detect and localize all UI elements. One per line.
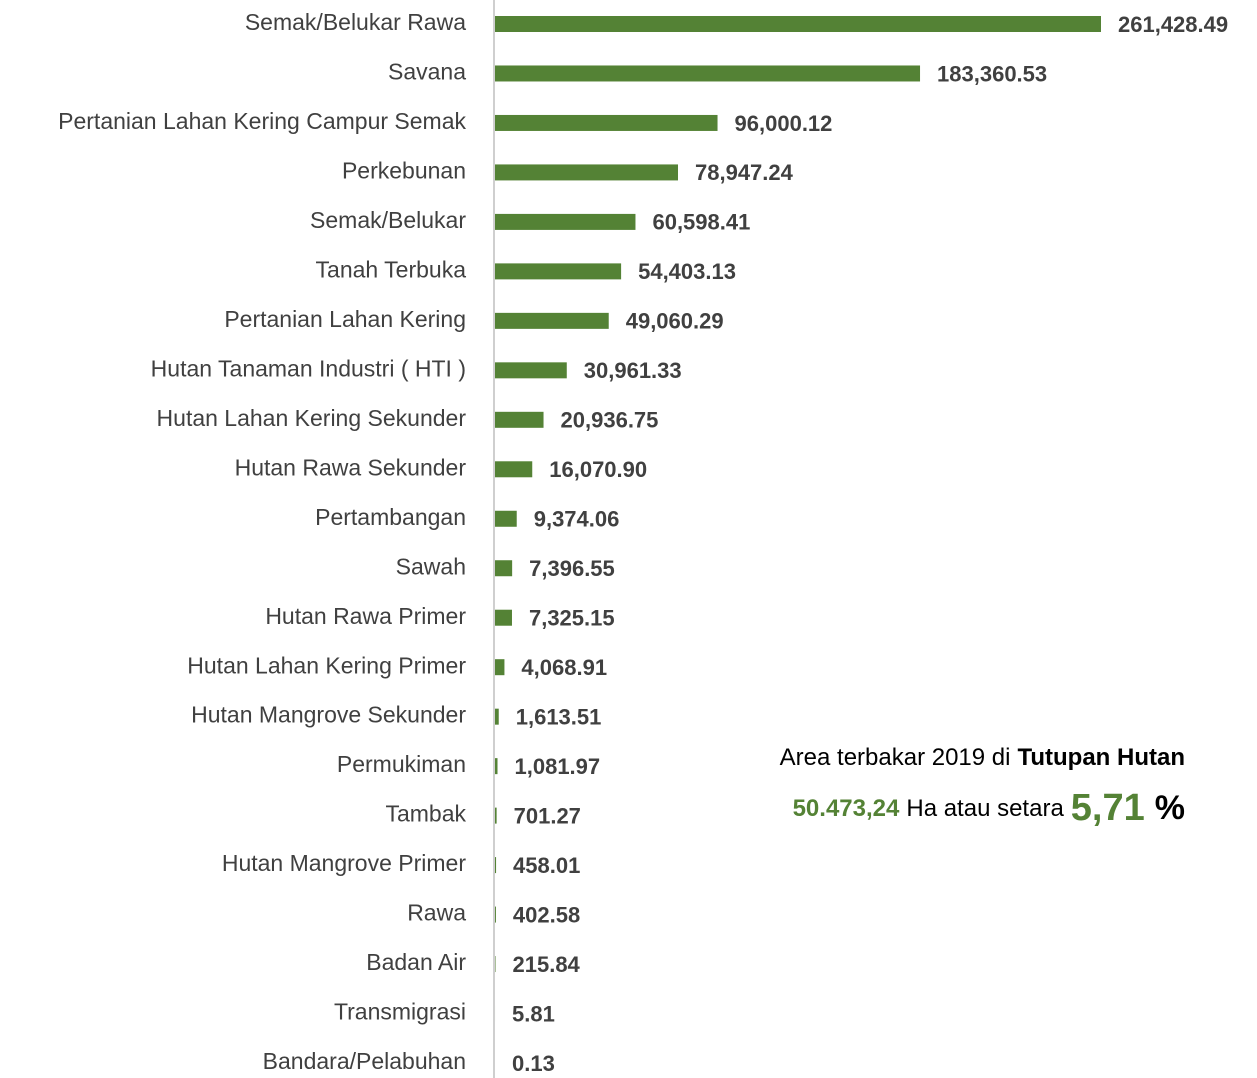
value-label: 30,961.33 <box>584 358 682 383</box>
category-label: Sawah <box>396 553 466 579</box>
bar <box>495 263 622 280</box>
category-label: Bandara/Pelabuhan <box>263 1048 466 1074</box>
value-label: 1,081.97 <box>515 754 601 779</box>
bar <box>495 560 513 577</box>
value-label: 402.58 <box>513 902 580 927</box>
category-label: Semak/Belukar Rawa <box>245 9 466 35</box>
value-label: 261,428.49 <box>1118 12 1228 37</box>
category-label: Hutan Rawa Sekunder <box>235 454 467 480</box>
bar <box>495 16 1101 32</box>
category-label: Transmigrasi <box>334 999 466 1025</box>
value-label: 215.84 <box>513 952 581 977</box>
value-label: 458.01 <box>513 853 580 878</box>
bar <box>495 906 496 923</box>
bar <box>495 956 496 973</box>
value-label: 96,000.12 <box>735 111 833 136</box>
value-label: 9,374.06 <box>534 507 620 532</box>
category-label: Perkebunan <box>342 158 466 184</box>
category-label: Hutan Lahan Kering Sekunder <box>157 405 467 431</box>
value-label: 183,360.53 <box>937 61 1047 86</box>
value-label: 0.13 <box>512 1051 555 1076</box>
category-label: Hutan Mangrove Primer <box>222 850 466 876</box>
category-label: Pertanian Lahan Kering <box>224 306 466 332</box>
category-label: Hutan Lahan Kering Primer <box>187 652 466 678</box>
value-label: 4,068.91 <box>521 655 607 680</box>
value-label: 1,613.51 <box>516 704 602 729</box>
value-label: 60,598.41 <box>652 210 750 235</box>
bar <box>495 758 498 775</box>
category-label: Hutan Tanaman Industri ( HTI ) <box>151 355 466 381</box>
value-label: 54,403.13 <box>638 259 736 284</box>
value-label: 5.81 <box>512 1001 555 1026</box>
value-label: 78,947.24 <box>695 160 794 185</box>
value-label: 701.27 <box>514 803 581 828</box>
category-label: Permukiman <box>337 751 466 777</box>
annotation-line1: Area terbakar 2019 di Tutupan Hutan <box>780 744 1185 771</box>
category-label: Rawa <box>407 900 466 926</box>
bar <box>495 312 609 329</box>
value-label: 7,396.55 <box>529 556 615 581</box>
category-label: Tambak <box>385 801 466 827</box>
annotation-area: 50.473,24 <box>793 795 900 822</box>
bar <box>495 461 533 478</box>
bar <box>495 411 544 428</box>
category-label: Pertanian Lahan Kering Campur Semak <box>58 108 466 134</box>
annotation-text: Ha atau setara <box>906 795 1064 822</box>
bar <box>495 609 512 626</box>
bar <box>495 114 718 131</box>
bar <box>495 659 505 676</box>
bar <box>495 213 636 230</box>
category-label: Semak/Belukar <box>310 207 466 233</box>
value-label: 20,936.75 <box>561 408 659 433</box>
bar <box>495 510 517 527</box>
bar <box>495 164 679 181</box>
annotation-percent-sign: % <box>1155 789 1185 827</box>
annotation-line2: 50.473,24 Ha atau setara 5,71% <box>793 787 1185 829</box>
value-label: 7,325.15 <box>529 606 615 631</box>
category-label: Hutan Rawa Primer <box>265 603 466 629</box>
category-label: Savana <box>388 59 466 85</box>
bar <box>495 65 921 82</box>
annotation-text: Area terbakar 2019 di <box>780 744 1011 771</box>
annotation-percent: 5,71 <box>1071 787 1145 829</box>
bar <box>495 857 497 874</box>
category-label: Tanah Terbuka <box>316 256 467 282</box>
value-label: 16,070.90 <box>549 457 647 482</box>
category-label: Pertambangan <box>315 504 466 530</box>
bar <box>495 807 497 824</box>
value-label: 49,060.29 <box>626 309 724 334</box>
bar <box>495 708 499 725</box>
category-label: Badan Air <box>366 949 466 975</box>
category-label: Hutan Mangrove Sekunder <box>191 702 466 728</box>
annotation-emphasis: Tutupan Hutan <box>1017 744 1185 771</box>
bar <box>495 362 567 379</box>
